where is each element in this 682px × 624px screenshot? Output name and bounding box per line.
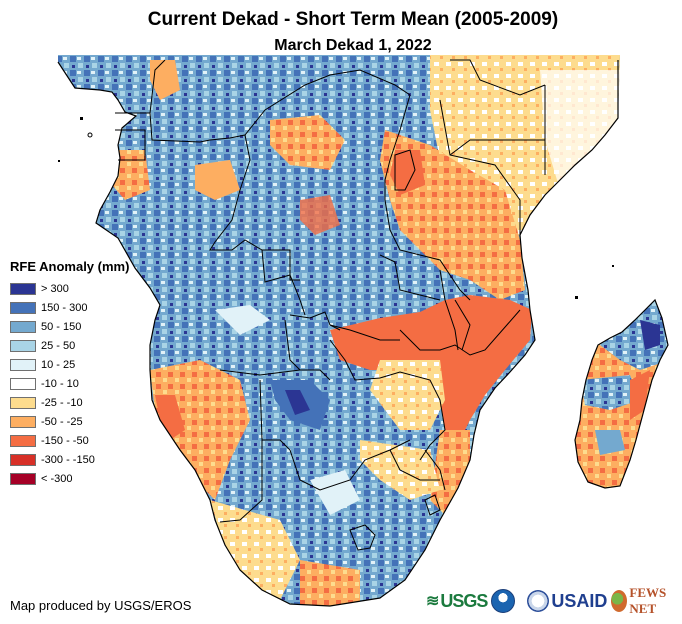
legend-swatch	[10, 320, 36, 333]
legend-label: -25 - -10	[41, 396, 83, 409]
legend-label: 150 - 300	[41, 301, 88, 314]
country-borders	[115, 59, 546, 551]
noaa-emblem-icon	[491, 589, 516, 613]
legend-swatch	[10, 339, 36, 352]
legend-swatch	[10, 453, 36, 466]
usgs-wave-icon: ≋	[426, 593, 440, 610]
usaid-logo: USAID	[527, 590, 607, 612]
usgs-logo-text: USGS	[440, 590, 488, 611]
islands	[58, 117, 614, 299]
legend-item: < -300	[10, 469, 129, 488]
legend-item: 10 - 25	[10, 355, 129, 374]
legend-label: -10 - 10	[41, 377, 79, 390]
legend-label: -150 - -50	[41, 434, 89, 447]
legend-item: > 300	[10, 279, 129, 298]
mainland-anomaly-raster	[58, 55, 620, 606]
coastline	[57, 60, 619, 607]
usaid-logo-text: USAID	[551, 590, 608, 611]
legend-label: 50 - 150	[41, 320, 82, 333]
legend-swatch	[10, 377, 36, 390]
map-credit: Map produced by USGS/EROS	[10, 598, 192, 613]
legend-label: -300 - -150	[41, 453, 95, 466]
legend-item: 25 - 50	[10, 336, 129, 355]
legend-item: -10 - 10	[10, 374, 129, 393]
fewsnet-logo: FEWS NET	[611, 585, 678, 617]
legend-item: -300 - -150	[10, 450, 129, 469]
map-subtitle: March Dekad 1, 2022	[274, 37, 432, 54]
legend: RFE Anomaly (mm) > 300 150 - 300 50 - 15…	[10, 259, 129, 488]
legend-item: -50 - -25	[10, 412, 129, 431]
madagascar-coastline	[574, 298, 669, 489]
partner-logos: ≋ USGS USAID FEWS NET	[426, 585, 682, 617]
legend-swatch	[10, 358, 36, 371]
usgs-logo: ≋ USGS	[426, 590, 488, 612]
legend-label: < -300	[41, 472, 73, 485]
legend-item: 150 - 300	[10, 298, 129, 317]
legend-item: -150 - -50	[10, 431, 129, 450]
noaa-logo	[491, 589, 517, 613]
legend-label: -50 - -25	[41, 415, 83, 428]
legend-item: -25 - -10	[10, 393, 129, 412]
legend-swatch	[10, 301, 36, 314]
fewsnet-logo-text: FEWS NET	[629, 585, 667, 616]
legend-label: 25 - 50	[41, 339, 76, 352]
legend-swatch	[10, 434, 36, 447]
fewsnet-globe-icon	[611, 590, 628, 612]
legend-swatch	[10, 472, 36, 485]
legend-item: 50 - 150	[10, 317, 129, 336]
legend-label: 10 - 25	[41, 358, 76, 371]
legend-swatch	[10, 396, 36, 409]
legend-swatch	[10, 282, 36, 295]
legend-label: > 300	[41, 282, 69, 295]
legend-title: RFE Anomaly (mm)	[10, 259, 130, 274]
usaid-seal-icon	[527, 590, 550, 612]
legend-swatch	[10, 415, 36, 428]
map-title: Current Dekad - Short Term Mean (2005-20…	[147, 9, 559, 30]
madagascar-anomaly-raster	[575, 300, 668, 488]
